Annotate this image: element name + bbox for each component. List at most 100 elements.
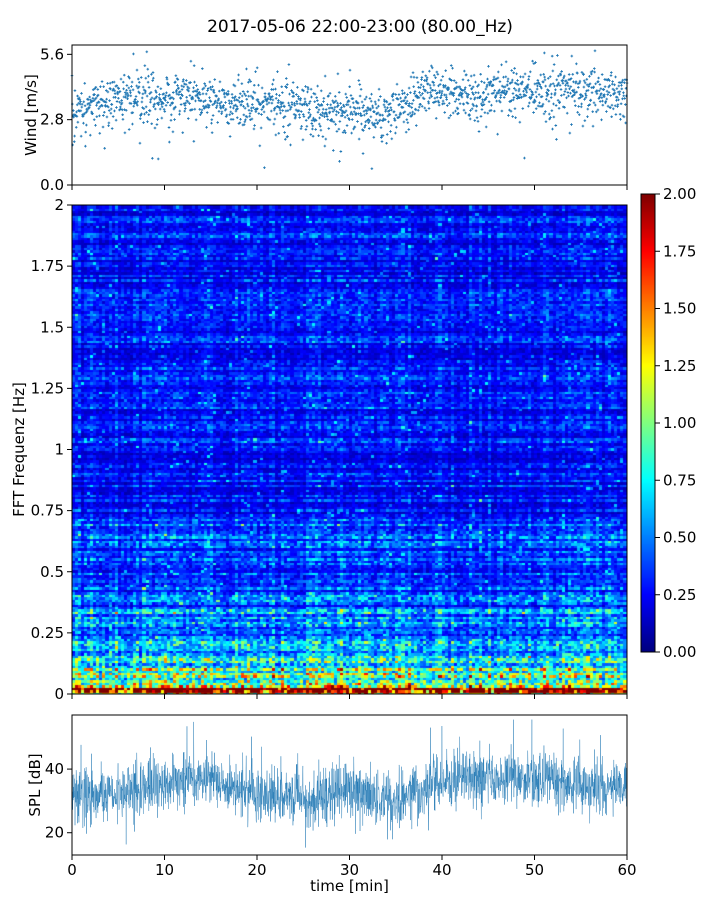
wind-point bbox=[294, 108, 298, 112]
wind-point bbox=[311, 134, 315, 138]
wind-point bbox=[375, 106, 379, 110]
wind-point bbox=[205, 111, 209, 114]
wind-point bbox=[257, 112, 261, 115]
wind-point bbox=[596, 80, 600, 83]
wind-point bbox=[477, 130, 481, 133]
wind-point bbox=[591, 110, 594, 113]
colorbar-frame bbox=[640, 193, 656, 653]
wind-point bbox=[618, 92, 621, 96]
wind-point bbox=[365, 109, 369, 113]
wind-point bbox=[421, 92, 424, 95]
wind-point bbox=[287, 63, 291, 66]
wind-point bbox=[309, 87, 313, 91]
wind-point bbox=[153, 97, 156, 101]
wind-point bbox=[114, 118, 118, 122]
wind-point bbox=[418, 86, 422, 89]
wind-point bbox=[423, 79, 426, 82]
wind-point bbox=[185, 79, 188, 82]
wind-point bbox=[115, 106, 118, 109]
wind-point bbox=[548, 84, 552, 88]
wind-point bbox=[362, 110, 366, 113]
wind-point bbox=[121, 108, 124, 112]
wind-point bbox=[542, 80, 545, 84]
wind-point bbox=[474, 80, 477, 84]
wind-point bbox=[531, 93, 535, 96]
wind-point bbox=[489, 80, 493, 83]
wind-point bbox=[500, 63, 503, 67]
wind-point bbox=[590, 91, 594, 95]
wind-point bbox=[334, 113, 338, 117]
wind-point bbox=[560, 94, 563, 97]
wind-point bbox=[202, 100, 205, 103]
wind-point bbox=[477, 83, 480, 87]
wind-point bbox=[258, 144, 262, 148]
wind-point bbox=[209, 85, 212, 89]
wind-point bbox=[74, 125, 78, 129]
wind-point bbox=[323, 74, 327, 78]
wind-point bbox=[511, 78, 514, 82]
wind-point bbox=[490, 103, 493, 107]
wind-point bbox=[96, 93, 100, 97]
wind-point bbox=[73, 134, 76, 138]
wind-point bbox=[398, 103, 401, 106]
wind-point bbox=[351, 101, 355, 105]
fft-axes-frame bbox=[71, 204, 628, 695]
wind-point bbox=[454, 109, 457, 113]
colorbar-tick-label: 0.25 bbox=[663, 586, 696, 604]
wind-point bbox=[113, 89, 117, 93]
y-tick-label: 0 bbox=[54, 685, 64, 703]
wind-point bbox=[332, 149, 335, 152]
wind-point bbox=[576, 71, 579, 75]
wind-point bbox=[591, 124, 595, 128]
wind-point bbox=[246, 102, 249, 106]
wind-point bbox=[220, 110, 224, 114]
wind-point bbox=[379, 126, 383, 130]
wind-point bbox=[458, 102, 462, 106]
wind-point bbox=[336, 72, 340, 76]
wind-point bbox=[390, 137, 394, 141]
wind-point bbox=[214, 99, 217, 103]
wind-point bbox=[617, 98, 620, 102]
wind-point bbox=[518, 120, 522, 124]
wind-point bbox=[544, 110, 547, 113]
wind-point bbox=[411, 71, 415, 74]
wind-point bbox=[369, 115, 373, 119]
wind-point bbox=[552, 115, 556, 119]
wind-point bbox=[88, 95, 91, 99]
wind-point bbox=[458, 85, 462, 89]
wind-point bbox=[202, 86, 206, 90]
fft-panel: 0 0.25 0.5 0.75 1 1.25 1.5 1.75 2 FFT Frequenz [H… bbox=[10, 196, 628, 703]
wind-point bbox=[385, 141, 388, 145]
wind-point bbox=[480, 102, 483, 106]
wind-point bbox=[557, 81, 561, 85]
wind-point bbox=[473, 97, 476, 101]
wind-point bbox=[198, 107, 202, 111]
wind-point bbox=[305, 104, 309, 107]
wind-point bbox=[461, 92, 464, 95]
wind-point bbox=[582, 85, 586, 89]
wind-point bbox=[305, 124, 309, 128]
wind-point bbox=[575, 62, 578, 66]
wind-point bbox=[232, 104, 236, 108]
x-axis-label: time [min] bbox=[310, 877, 389, 895]
wind-point bbox=[80, 105, 84, 109]
wind-point bbox=[130, 80, 134, 84]
wind-point bbox=[516, 79, 519, 82]
wind-point bbox=[569, 85, 573, 89]
wind-point bbox=[270, 95, 274, 98]
wind-point bbox=[310, 95, 313, 99]
wind-point bbox=[585, 89, 588, 93]
wind-point bbox=[373, 110, 376, 114]
wind-point bbox=[550, 109, 554, 112]
wind-point bbox=[410, 106, 414, 109]
wind-point bbox=[317, 103, 320, 106]
wind-point bbox=[570, 123, 573, 126]
wind-point bbox=[137, 85, 141, 89]
wind-point bbox=[192, 86, 195, 90]
wind-point bbox=[228, 135, 232, 138]
wind-point bbox=[529, 70, 532, 74]
wind-point bbox=[164, 104, 168, 107]
wind-point bbox=[177, 86, 180, 90]
wind-point bbox=[585, 77, 589, 81]
